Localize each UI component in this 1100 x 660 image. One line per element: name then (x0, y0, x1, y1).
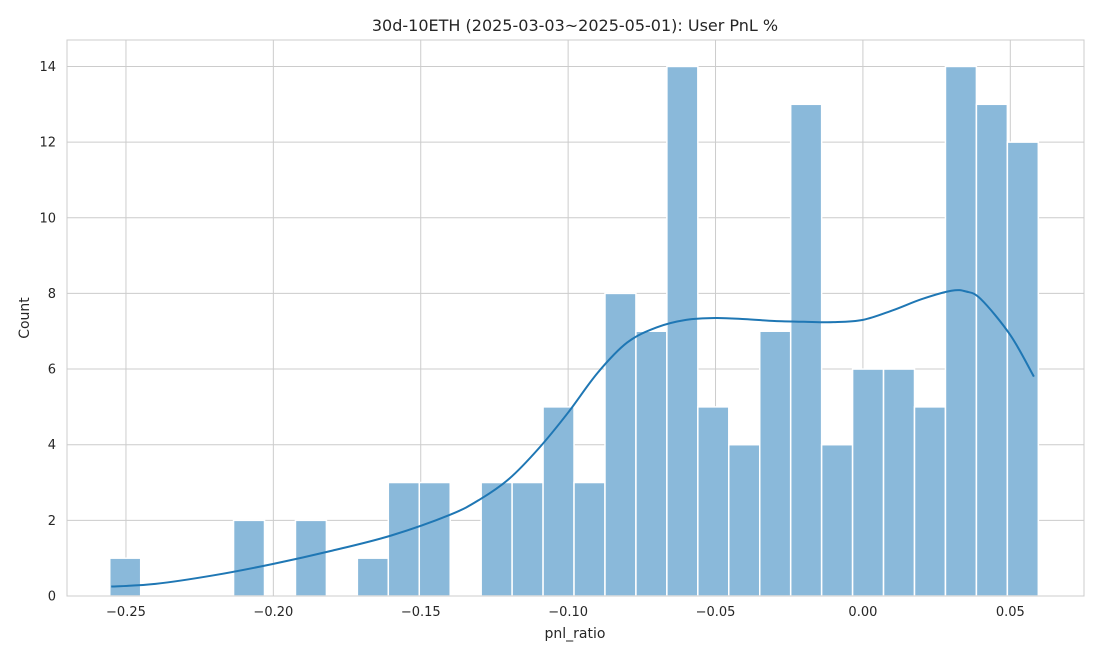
x-tick-label: −0.10 (548, 605, 588, 620)
histogram-bar (108, 557, 142, 597)
histogram-bar (851, 368, 885, 597)
histogram-bar (882, 368, 916, 597)
y-tick-label: 8 (48, 287, 56, 302)
x-tick-label: −0.15 (401, 605, 441, 620)
histogram-bar (913, 406, 947, 597)
x-tick-label: −0.05 (696, 605, 736, 620)
y-tick-label: 12 (39, 136, 56, 151)
y-tick-label: 6 (48, 363, 56, 378)
y-tick-label: 0 (48, 590, 56, 605)
histogram-bar (542, 406, 575, 597)
histogram-bar (975, 103, 1009, 597)
histogram-bar (789, 103, 823, 597)
histogram-bar (480, 481, 513, 597)
y-tick-label: 10 (39, 211, 56, 226)
histogram-bar (1006, 141, 1040, 597)
axes-frame (66, 39, 1085, 597)
histogram-bar (387, 481, 421, 597)
x-tick-label: −0.25 (106, 605, 146, 620)
x-tick-label: 0.00 (848, 605, 877, 620)
y-tick-labels: 0 2 4 6 8 10 12 14 (39, 60, 56, 605)
y-tick-label: 14 (39, 60, 56, 75)
histogram-bar (418, 481, 451, 597)
histogram-bar (356, 557, 390, 597)
kde-curve-layer (111, 289, 1035, 588)
kde-curve (111, 289, 1035, 588)
histogram-bar (666, 65, 699, 597)
histogram-bar (635, 330, 668, 597)
x-tick-label: −0.20 (253, 605, 293, 620)
histogram-bar (511, 481, 544, 597)
histogram-bars (108, 65, 1040, 597)
histogram-bar (758, 330, 792, 597)
x-axis-label: pnl_ratio (545, 626, 606, 642)
x-tick-label: 0.05 (996, 605, 1025, 620)
histogram-bar (697, 406, 730, 597)
chart-title: 30d-10ETH (2025-03-03~2025-05-01): User … (372, 16, 778, 35)
histogram-bar (573, 481, 606, 597)
histogram-bar (728, 443, 761, 597)
histogram-bar (944, 65, 978, 597)
y-tick-label: 2 (48, 514, 56, 529)
y-tick-label: 4 (48, 438, 56, 453)
x-tick-labels: −0.25 −0.20 −0.15 −0.10 −0.05 0.00 0.05 (106, 605, 1025, 620)
histogram-bar (820, 443, 854, 597)
histogram-bar (232, 519, 266, 597)
y-axis-label: Count (17, 297, 33, 339)
